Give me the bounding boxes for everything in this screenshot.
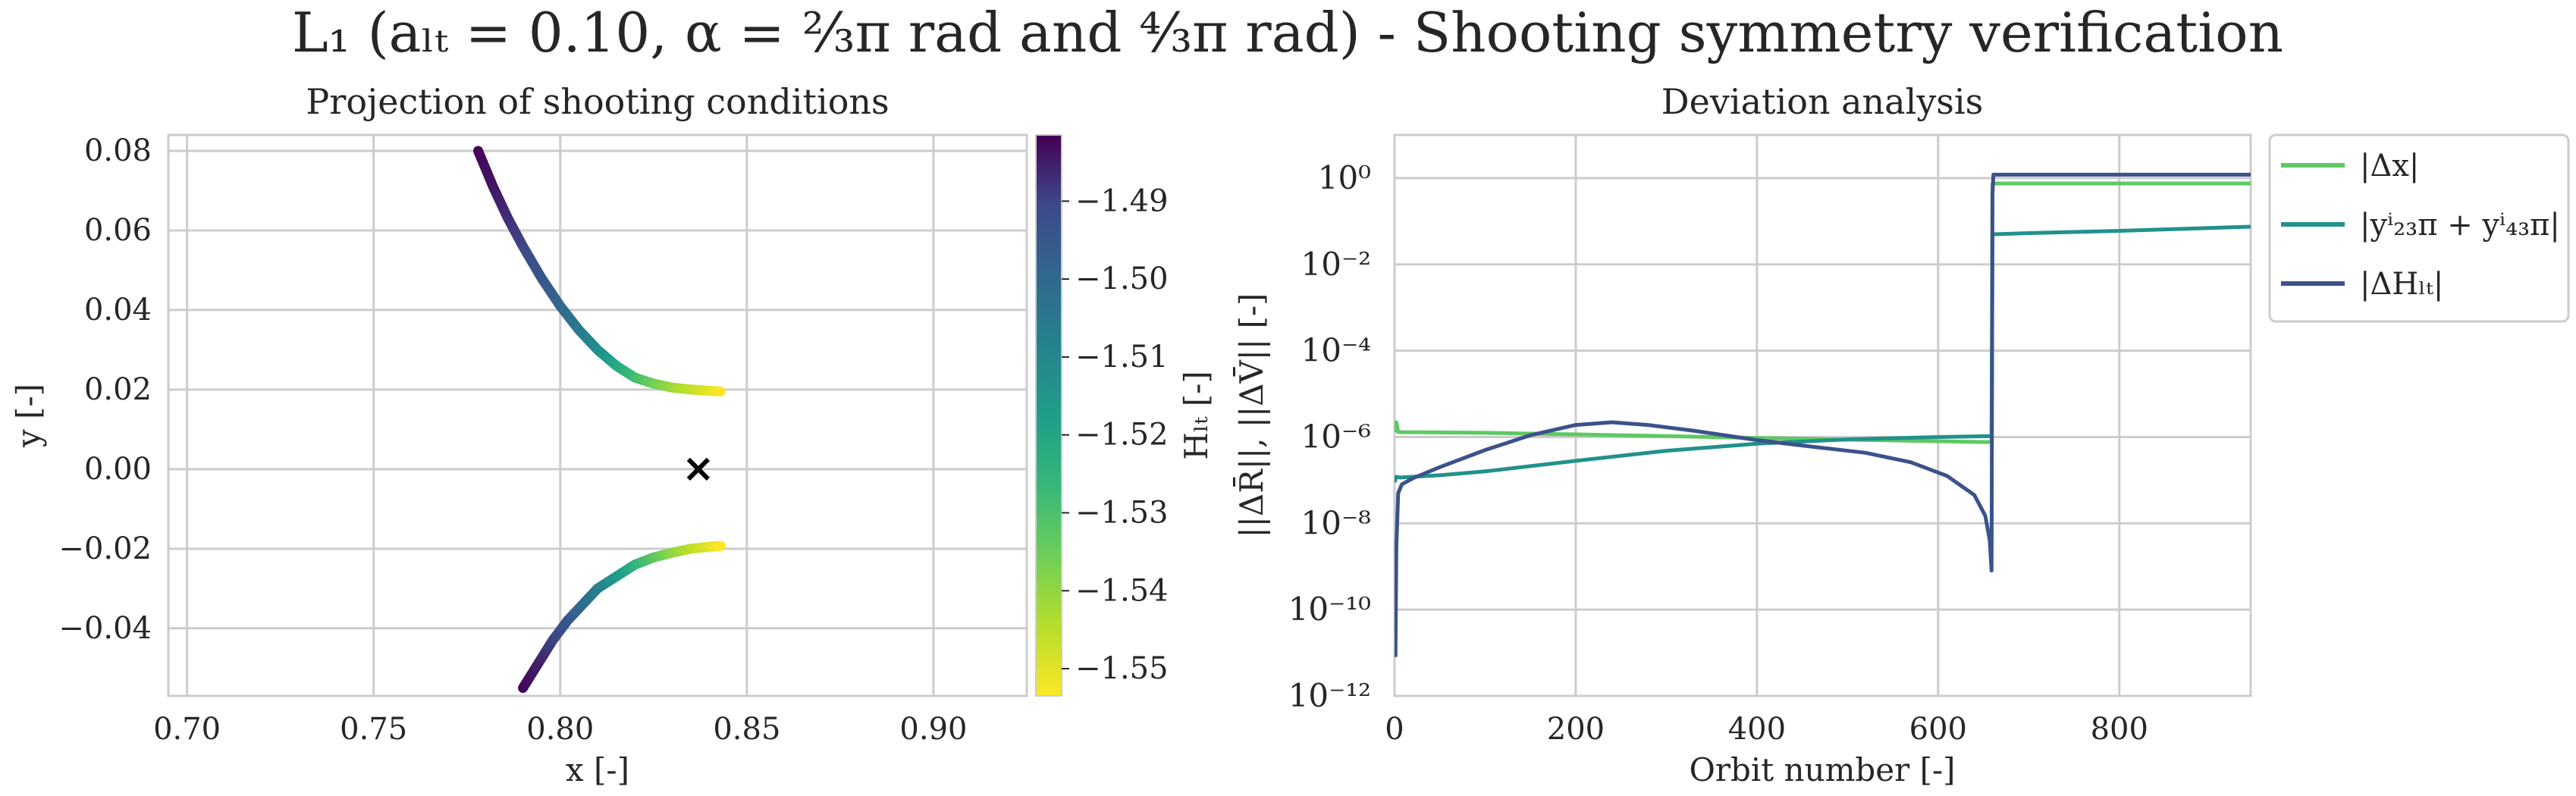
left-axes-title: Projection of shooting conditions — [306, 81, 889, 122]
left-y-tick-label: 0.08 — [84, 133, 152, 168]
shooting-points — [473, 146, 726, 694]
left-x-tick-label: 0.90 — [899, 712, 967, 747]
right-axes-title: Deviation analysis — [1661, 81, 1983, 122]
legend-label: |yⁱ₂₃π + yⁱ₄₃π| — [2360, 208, 2560, 243]
left-y-tick-label: 0.06 — [84, 213, 152, 248]
left-x-tick-label: 0.75 — [340, 712, 407, 747]
left-tick-labels: 0.70 0.75 0.80 0.85 0.90 −0.04 −0.02 0.00 0.02 0.… — [58, 133, 967, 747]
left-x-tick-label: 0.70 — [153, 712, 221, 747]
right-y-tick-label: 10⁻¹⁰ — [1288, 591, 1371, 628]
left-y-tick-label: 0.00 — [84, 452, 152, 487]
left-xlabel: x [-] — [566, 751, 629, 788]
colorbar-label: Hₗₜ [-] — [1178, 371, 1215, 460]
right-y-tick-label: 10⁻⁴ — [1301, 332, 1371, 369]
deviation-analysis-panel: Deviation analysis 0 200 400 600 800 10⁰ 10⁻² 1… — [1232, 81, 2570, 788]
shooting-point-1 — [715, 541, 726, 551]
right-y-tick-label: 10⁰ — [1318, 159, 1371, 196]
right-x-tick-label: 0 — [1385, 712, 1404, 747]
colorbar-tick-label: −1.55 — [1075, 651, 1169, 686]
right-xlabel: Orbit number [-] — [1689, 751, 1955, 788]
right-ylabel: ||ΔR̄||, ||ΔV̄|| [-] — [1232, 293, 1270, 538]
colorbar-tick-label: −1.49 — [1075, 183, 1169, 218]
right-y-tick-label: 10⁻¹² — [1288, 677, 1371, 714]
right-x-tick-label: 200 — [1547, 712, 1605, 747]
left-x-tick-label: 0.80 — [526, 712, 594, 747]
legend-box — [2268, 133, 2570, 323]
legend-entries: |Δx| |yⁱ₂₃π + yⁱ₄₃π| |ΔHₗₜ| — [2281, 149, 2560, 302]
right-y-tick-label: 10⁻⁸ — [1301, 504, 1371, 541]
shooting-point-0 — [715, 387, 726, 397]
legend-label: |Δx| — [2360, 149, 2419, 183]
colorbar-tick-label: −1.51 — [1075, 340, 1169, 374]
right-x-tick-label: 800 — [2091, 712, 2148, 747]
right-y-tick-label: 10⁻² — [1301, 246, 1371, 283]
equilibrium-marker — [686, 457, 711, 481]
left-y-tick-label: 0.02 — [84, 372, 152, 407]
legend: |Δx| |yⁱ₂₃π + yⁱ₄₃π| |ΔHₗₜ| — [2268, 133, 2570, 323]
left-ylabel: y [-] — [10, 384, 47, 448]
legend-label: |ΔHₗₜ| — [2360, 267, 2443, 302]
right-x-tick-label: 400 — [1728, 712, 1786, 747]
series-line-2 — [1395, 172, 2251, 657]
left-grid — [168, 135, 1027, 696]
deviation-lines — [1395, 172, 2251, 657]
left-y-tick-label: 0.04 — [84, 293, 152, 327]
right-x-tick-label: 600 — [1909, 712, 1967, 747]
right-plot-frame — [1393, 133, 2252, 697]
colorbar-tick-labels: −1.49 −1.50 −1.51 −1.52 −1.53 −1.54 −1.55 — [1062, 183, 1169, 686]
colorbar-tick-label: −1.54 — [1075, 573, 1169, 608]
colorbar-tick-label: −1.50 — [1075, 262, 1169, 296]
left-x-tick-label: 0.85 — [713, 712, 780, 747]
right-y-tick-label: 10⁻⁶ — [1301, 418, 1371, 455]
colorbar-tick-label: −1.52 — [1075, 418, 1169, 453]
right-grid — [1393, 135, 2251, 697]
shooting-conditions-panel: Projection of shooting conditions 0.70 0.… — [10, 81, 1215, 788]
colorbar-tick-label: −1.53 — [1075, 495, 1169, 530]
right-tick-labels: 0 200 400 600 800 10⁰ 10⁻² 10⁻⁴ 10⁻⁶ 10⁻⁸ 10⁻¹⁰ 10⁻… — [1288, 159, 2148, 747]
left-y-tick-label: −0.04 — [58, 611, 152, 646]
figure-title: L₁ (aₗₜ = 0.10, α = ⅔π rad and ⁴⁄₃π rad)… — [292, 1, 2283, 64]
left-plot-frame — [167, 133, 1028, 697]
marker-stroke — [686, 457, 711, 481]
colorbar — [1035, 134, 1062, 697]
left-y-tick-label: −0.02 — [58, 531, 152, 566]
